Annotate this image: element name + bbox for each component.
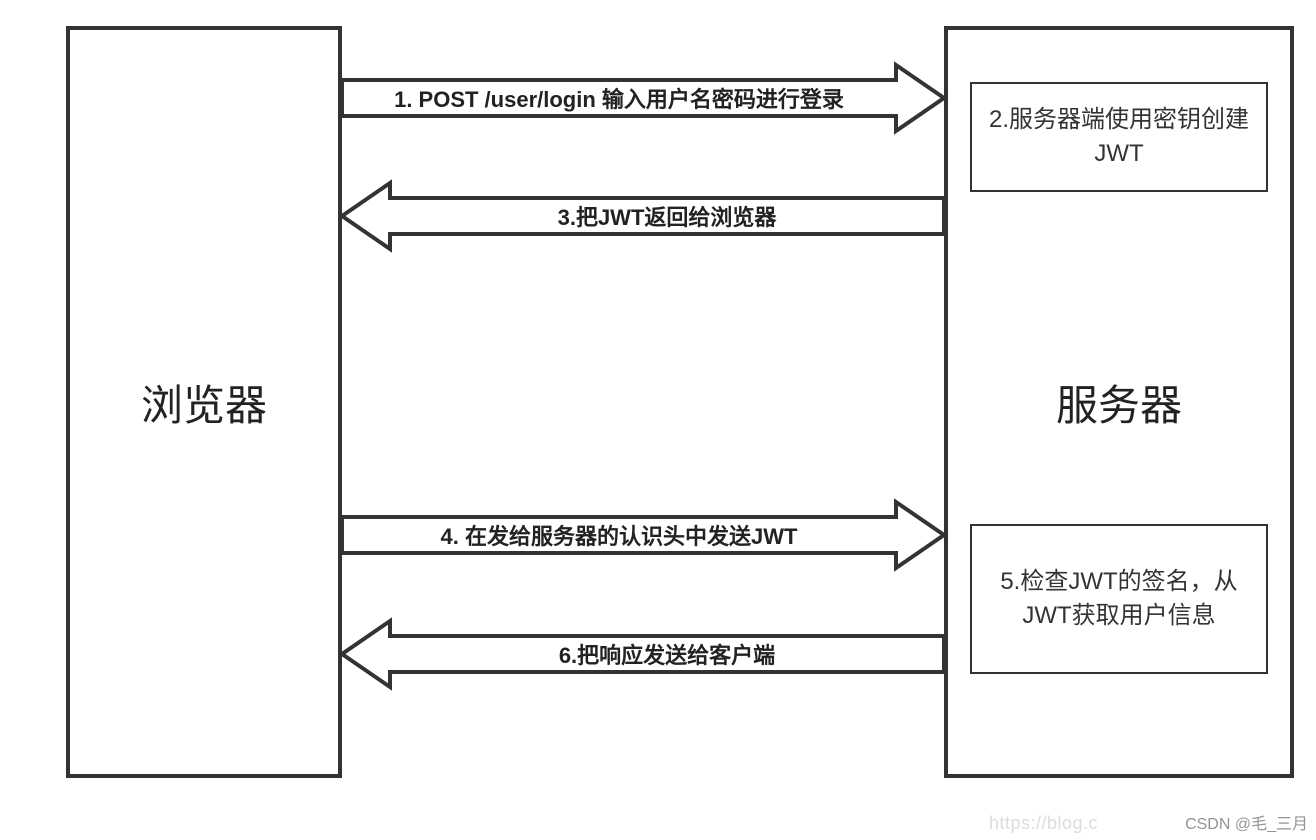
step5-label: 5.检查JWT的签名，从JWT获取用户信息 bbox=[986, 565, 1252, 632]
diagram-canvas: 浏览器 服务器 2.服务器端使用密钥创建JWT 5.检查JWT的签名，从JWT获… bbox=[0, 0, 1316, 840]
arrow-6-label: 6.把响应发送给客户端 bbox=[559, 638, 775, 670]
step2-node: 2.服务器端使用密钥创建JWT bbox=[970, 82, 1268, 192]
browser-node: 浏览器 bbox=[66, 26, 342, 778]
watermark-faint: https://blog.c bbox=[989, 813, 1098, 834]
browser-label: 浏览器 bbox=[141, 372, 267, 433]
arrow-4-label: 4. 在发给服务器的认识头中发送JWT bbox=[441, 519, 798, 551]
arrow-1-label: 1. POST /user/login 输入用户名密码进行登录 bbox=[394, 82, 844, 114]
arrow-3-label: 3.把JWT返回给浏览器 bbox=[558, 200, 777, 232]
step5-node: 5.检查JWT的签名，从JWT获取用户信息 bbox=[970, 524, 1268, 674]
server-label: 服务器 bbox=[1056, 372, 1182, 433]
watermark-credit: CSDN @毛_三月 bbox=[1185, 810, 1308, 834]
step2-label: 2.服务器端使用密钥创建JWT bbox=[986, 103, 1252, 170]
